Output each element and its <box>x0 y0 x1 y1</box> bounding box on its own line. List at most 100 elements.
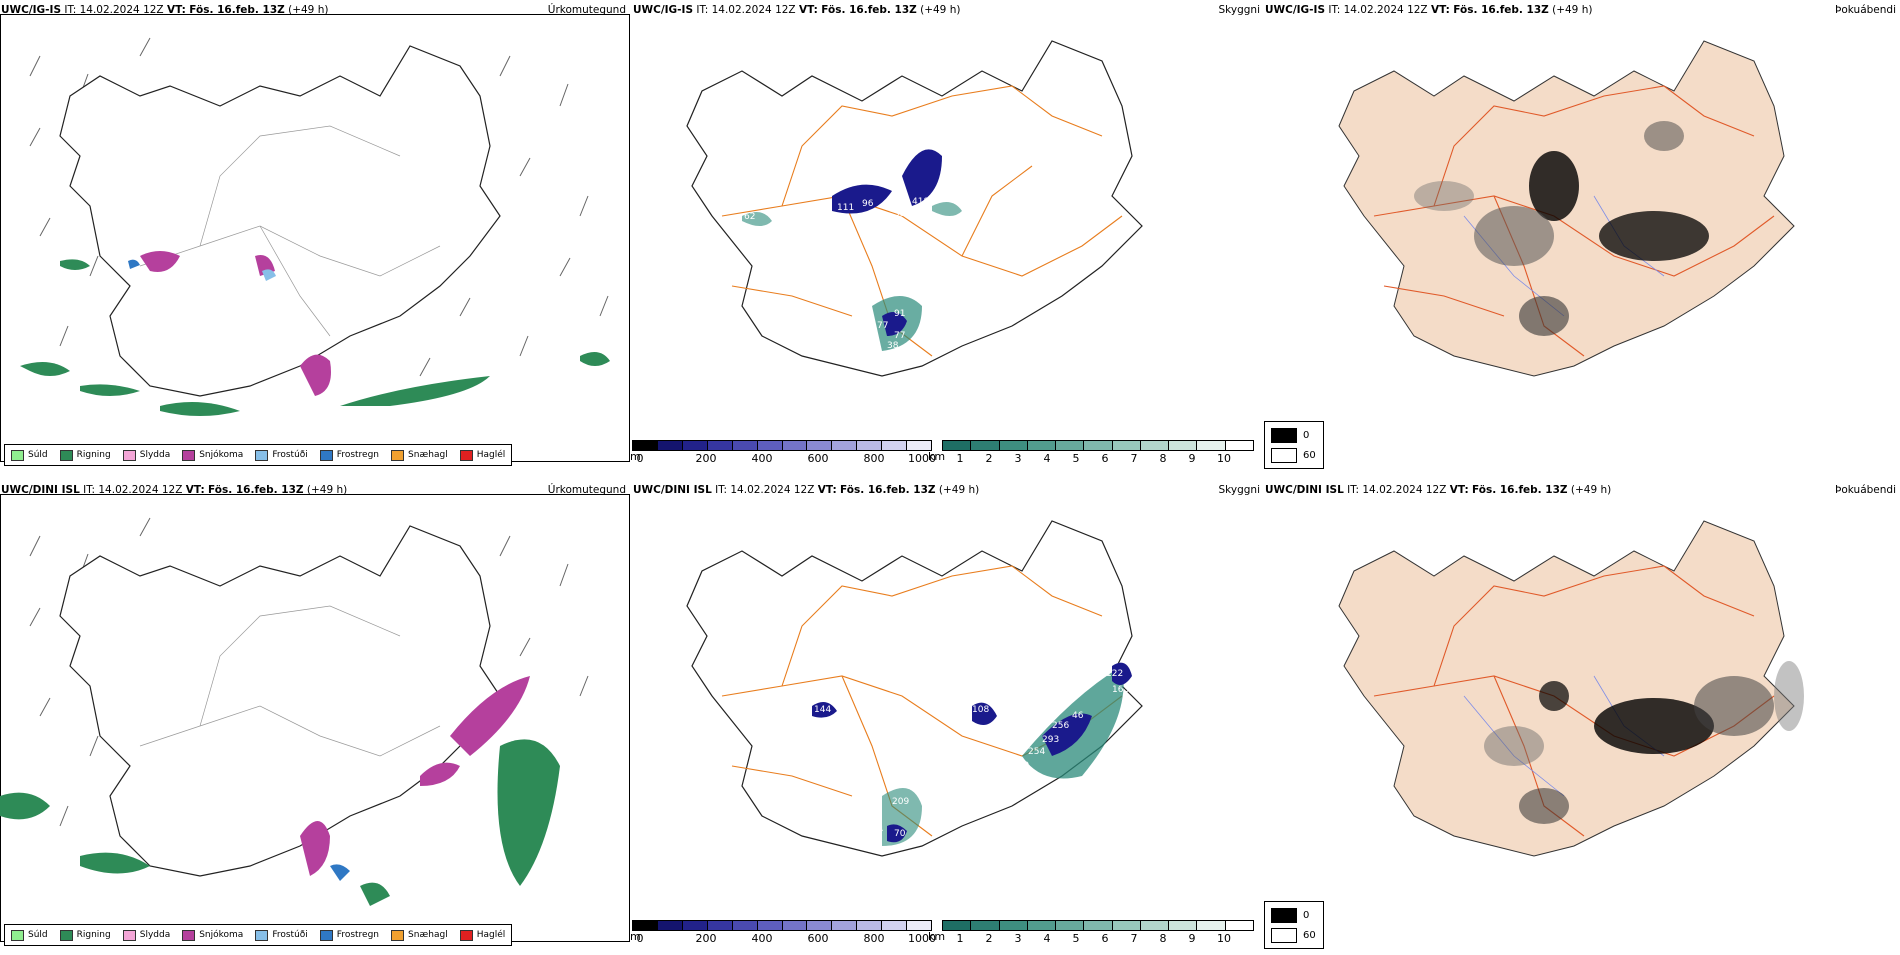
it-label: IT: <box>696 4 709 16</box>
colorbar-segment <box>657 921 683 930</box>
iceland-outline <box>59 45 501 397</box>
colorbar-segment <box>971 921 1000 930</box>
colorbar-segment <box>782 921 808 930</box>
vt-label: VT: <box>798 4 818 16</box>
legend-item-hail: Haglél <box>459 929 506 941</box>
colorbar-segment <box>1197 441 1226 450</box>
colorbar-segment <box>1112 441 1141 450</box>
panel-header: UWC/DINI ISL IT: 14.02.2024 12Z VT: Fös.… <box>1 484 347 496</box>
swatch <box>122 929 136 941</box>
swatch <box>11 929 24 941</box>
vt-label: VT: <box>817 484 837 496</box>
visibility-colorbar <box>942 920 1254 931</box>
cloud-base-label: 256 <box>1052 721 1069 731</box>
precip-areas <box>0 676 560 906</box>
legend-item-sleet: Slydda <box>122 929 171 941</box>
it-label: IT: <box>1328 4 1341 16</box>
vt-label: VT: <box>1430 4 1450 16</box>
field-name: Þokuábendi <box>1835 4 1896 16</box>
cloud-base-label: 14 <box>872 825 884 835</box>
tick-label: 1 <box>956 452 964 465</box>
visibility-ticks: 1 2 3 4 5 6 7 8 9 10 <box>942 451 1254 465</box>
tick-label: 3 <box>1014 452 1022 465</box>
swatch <box>459 449 473 461</box>
legend-item-rain: Rigning <box>59 929 111 941</box>
cloud-base-labels: 62 111 96 418 53 91 77 77 38 <box>744 197 929 351</box>
it-label: IT: <box>64 4 77 16</box>
field-name: Skyggni <box>1218 484 1261 496</box>
panel-visibility-bottom: UWC/DINI ISL IT: 14.02.2024 12Z VT: Fös.… <box>630 480 1264 950</box>
panel-visibility-top: UWC/IG-IS IT: 14.02.2024 12Z VT: Fös. 16… <box>630 0 1264 470</box>
legend-label: Slydda <box>139 930 171 940</box>
model-name: UWC/IG-IS <box>633 4 694 16</box>
tick-label: 200 <box>695 452 717 465</box>
fog-legend-light: 60 <box>1271 448 1316 463</box>
colorbar-segment <box>971 441 1000 450</box>
swatch <box>59 929 73 941</box>
field-name: Skyggni <box>1218 4 1261 16</box>
fog-legend-value: 60 <box>1303 450 1316 461</box>
legend-item-snow: Snjókoma <box>182 449 243 461</box>
legend-label: Frostúði <box>272 930 308 940</box>
cloud-base-areas <box>742 149 962 351</box>
panel-fog-bottom: UWC/DINI ISL IT: 14.02.2024 12Z VT: Fös.… <box>1264 480 1900 950</box>
cloud-base-labels: 144 108 256 46 293 254 149 83 209 70 14 … <box>814 669 1129 839</box>
legend-label: Frostregn <box>336 930 380 940</box>
colorbar-segment <box>943 441 972 450</box>
colorbar-segment <box>807 921 833 930</box>
swatch <box>391 929 405 941</box>
cloud-base-label: 149 <box>1012 761 1029 771</box>
cloud-base-label: 46 <box>1072 711 1084 721</box>
lead-time: (+49 h) <box>920 4 961 16</box>
tick-label: 1 <box>956 932 964 945</box>
panel-header: UWC/DINI ISL IT: 14.02.2024 12Z VT: Fös.… <box>633 484 979 496</box>
cloud-base-label: 111 <box>837 203 854 213</box>
scale-unit: m <box>630 450 641 463</box>
colorbar-segment <box>1084 921 1113 930</box>
legend-item-hail: Haglél <box>459 449 506 461</box>
model-name: UWC/IG-IS <box>1 4 62 16</box>
colorbar-segment <box>1140 441 1170 450</box>
swatch-light <box>1271 928 1297 943</box>
tick-label: 7 <box>1130 932 1138 945</box>
fog-map-bottom <box>1338 520 1804 857</box>
legend-label: Frostregn <box>336 450 380 460</box>
legend-label: Haglél <box>476 450 506 460</box>
colorbar-segment <box>1084 441 1113 450</box>
swatch <box>59 449 73 461</box>
visibility-scale: 1 2 3 4 5 6 7 8 9 10 km <box>928 440 1254 466</box>
cloud-base-label: 144 <box>814 705 831 715</box>
colorbar-segment <box>682 441 708 450</box>
legend-item-rain: Rigning <box>59 449 111 461</box>
colorbar-segment <box>633 921 658 930</box>
vt-value: Fös. 16.feb. 13Z <box>821 4 917 16</box>
tick-label: 2 <box>985 932 993 945</box>
colorbar-segment <box>707 921 733 930</box>
legend-label: Snæhagl <box>408 930 448 940</box>
cloud-base-label: 209 <box>892 797 909 807</box>
roads <box>139 605 441 757</box>
colorbar-segment <box>999 921 1028 930</box>
swatch <box>255 929 269 941</box>
tick-label: 3 <box>1014 932 1022 945</box>
legend-item-freezing-drizzle: Frostúði <box>255 929 308 941</box>
cloud-base-label: 53 <box>894 209 905 219</box>
swatch <box>11 449 24 461</box>
cloud-base-label: 70 <box>894 829 906 839</box>
swatch <box>391 449 405 461</box>
cloud-base-ticks: 0 200 400 600 800 1000 <box>632 451 937 465</box>
colorbar-segment <box>1197 921 1226 930</box>
fog-legend-dark: 0 <box>1271 908 1309 923</box>
legend-item-snow-pellets: Snæhagl <box>391 929 448 941</box>
panel-precip-type-bottom: UWC/DINI ISL IT: 14.02.2024 12Z VT: Fös.… <box>0 480 630 950</box>
colorbar-segment <box>882 921 908 930</box>
fog-index-legend: 0 60 <box>1264 421 1324 469</box>
colorbar-segment <box>1112 921 1141 930</box>
legend-label: Rigning <box>76 450 111 460</box>
lead-time: (+49 h) <box>1552 4 1593 16</box>
legend-label: Haglél <box>476 930 506 940</box>
legend-item-freezing-drizzle: Frostúði <box>255 449 308 461</box>
swatch <box>122 449 136 461</box>
panel-header: UWC/IG-IS IT: 14.02.2024 12Z VT: Fös. 16… <box>1265 4 1592 16</box>
row-dini-isl: UWC/DINI ISL IT: 14.02.2024 12Z VT: Fös.… <box>0 480 1900 955</box>
